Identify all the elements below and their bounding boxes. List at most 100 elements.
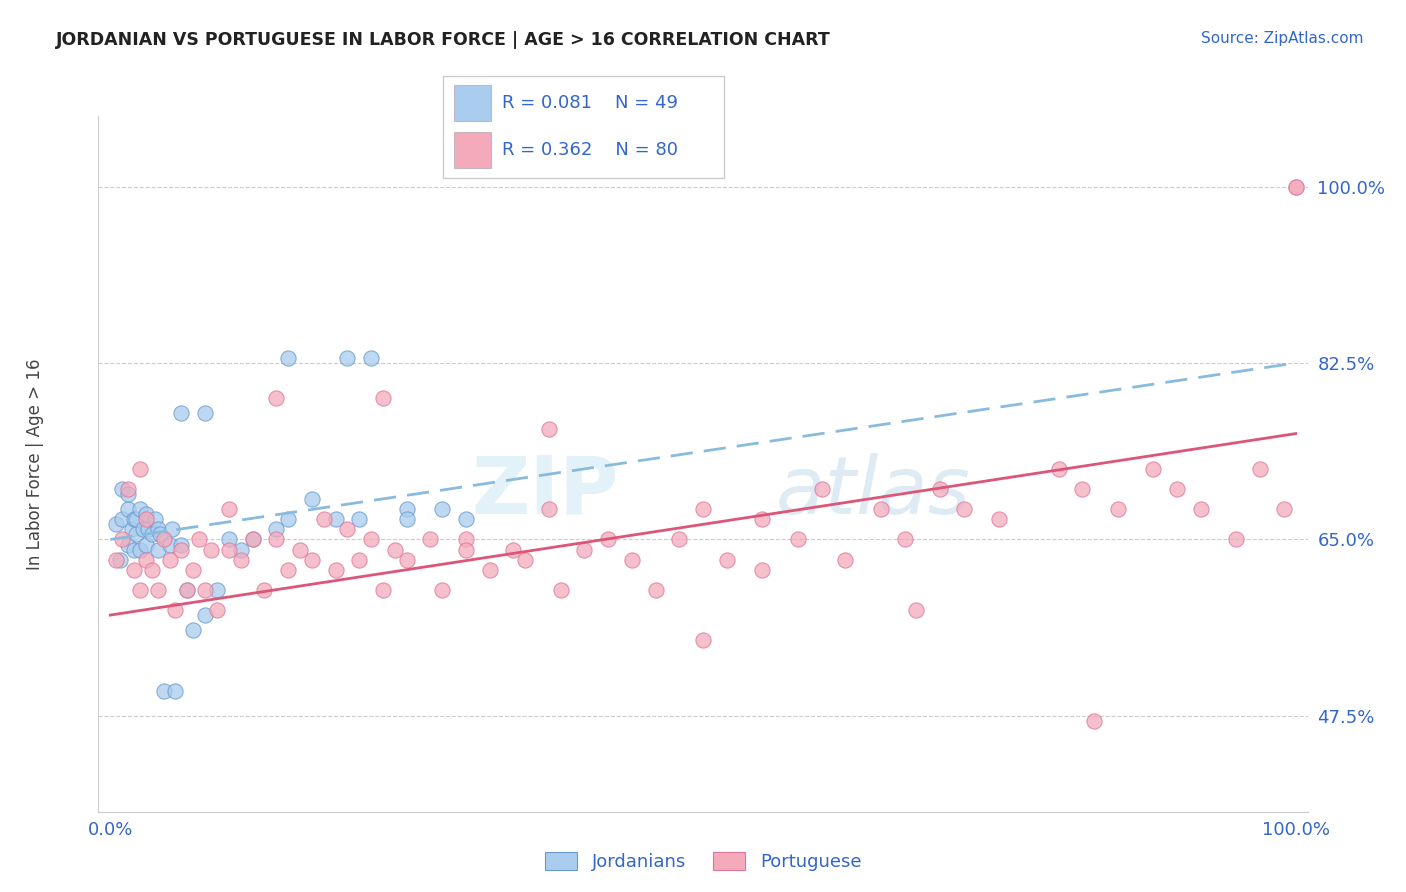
- Point: [1071, 482, 1094, 496]
- Point: [125, 527, 148, 541]
- Point: [152, 683, 174, 698]
- Point: [122, 512, 145, 526]
- Point: [347, 552, 370, 566]
- FancyBboxPatch shape: [454, 85, 491, 121]
- Legend: Jordanians, Portuguese: Jordanians, Portuguese: [537, 846, 869, 879]
- Point: [1083, 714, 1105, 728]
- Point: [176, 582, 198, 597]
- Point: [229, 552, 252, 566]
- Point: [336, 522, 359, 536]
- Point: [194, 608, 217, 623]
- Point: [1189, 502, 1212, 516]
- Point: [218, 533, 240, 547]
- Point: [1225, 533, 1247, 547]
- Point: [1142, 462, 1164, 476]
- Point: [395, 512, 418, 526]
- Point: [181, 624, 204, 638]
- Point: [371, 392, 394, 406]
- Point: [537, 502, 560, 516]
- Point: [141, 563, 163, 577]
- Text: Source: ZipAtlas.com: Source: ZipAtlas.com: [1201, 31, 1364, 46]
- Text: In Labor Force | Age > 16: In Labor Force | Age > 16: [27, 358, 44, 570]
- Point: [325, 563, 347, 577]
- Point: [242, 533, 264, 547]
- Point: [105, 517, 128, 532]
- Text: JORDANIAN VS PORTUGUESE IN LABOR FORCE | AGE > 16 CORRELATION CHART: JORDANIAN VS PORTUGUESE IN LABOR FORCE |…: [56, 31, 831, 49]
- Point: [146, 582, 169, 597]
- Point: [194, 582, 217, 597]
- Text: atlas: atlas: [776, 452, 970, 531]
- Point: [129, 542, 152, 557]
- Point: [200, 542, 222, 557]
- Point: [515, 552, 537, 566]
- Point: [125, 512, 148, 526]
- Point: [336, 351, 359, 365]
- FancyBboxPatch shape: [443, 76, 724, 178]
- Point: [395, 552, 418, 566]
- Point: [264, 392, 287, 406]
- Point: [834, 552, 856, 566]
- Point: [105, 552, 128, 566]
- Point: [929, 482, 952, 496]
- Point: [135, 537, 157, 551]
- Point: [117, 502, 139, 516]
- Point: [117, 482, 139, 496]
- Point: [146, 542, 169, 557]
- Point: [170, 537, 193, 551]
- Point: [419, 533, 441, 547]
- Point: [253, 582, 276, 597]
- Point: [1285, 179, 1308, 194]
- Point: [129, 582, 152, 597]
- Point: [229, 542, 252, 557]
- Point: [325, 512, 347, 526]
- Point: [301, 552, 323, 566]
- Point: [1047, 462, 1070, 476]
- Point: [218, 502, 240, 516]
- Point: [111, 533, 134, 547]
- Point: [205, 582, 228, 597]
- Point: [692, 502, 714, 516]
- Point: [152, 533, 174, 547]
- Point: [121, 522, 143, 536]
- Point: [149, 527, 172, 541]
- Point: [129, 462, 152, 476]
- Point: [1272, 502, 1295, 516]
- Point: [371, 582, 394, 597]
- Point: [952, 502, 974, 516]
- Point: [108, 552, 131, 566]
- Point: [1285, 179, 1308, 194]
- Point: [159, 537, 181, 551]
- Point: [751, 512, 773, 526]
- Point: [218, 542, 240, 557]
- Point: [668, 533, 690, 547]
- Point: [117, 537, 139, 551]
- Point: [360, 351, 382, 365]
- Point: [122, 563, 145, 577]
- Point: [188, 533, 211, 547]
- Point: [170, 542, 193, 557]
- Point: [111, 482, 134, 496]
- Point: [159, 552, 181, 566]
- Point: [135, 512, 157, 526]
- Point: [242, 533, 264, 547]
- Point: [117, 487, 139, 501]
- Point: [135, 552, 157, 566]
- Point: [136, 522, 159, 536]
- Point: [170, 406, 193, 420]
- Point: [143, 512, 166, 526]
- Point: [347, 512, 370, 526]
- Point: [692, 633, 714, 648]
- Point: [598, 533, 620, 547]
- Point: [360, 533, 382, 547]
- Point: [478, 563, 501, 577]
- Point: [454, 542, 477, 557]
- Point: [194, 406, 217, 420]
- Point: [277, 512, 299, 526]
- Point: [716, 552, 738, 566]
- Point: [1107, 502, 1129, 516]
- Point: [550, 582, 572, 597]
- Point: [644, 582, 666, 597]
- Point: [122, 542, 145, 557]
- Point: [395, 502, 418, 516]
- Point: [574, 542, 596, 557]
